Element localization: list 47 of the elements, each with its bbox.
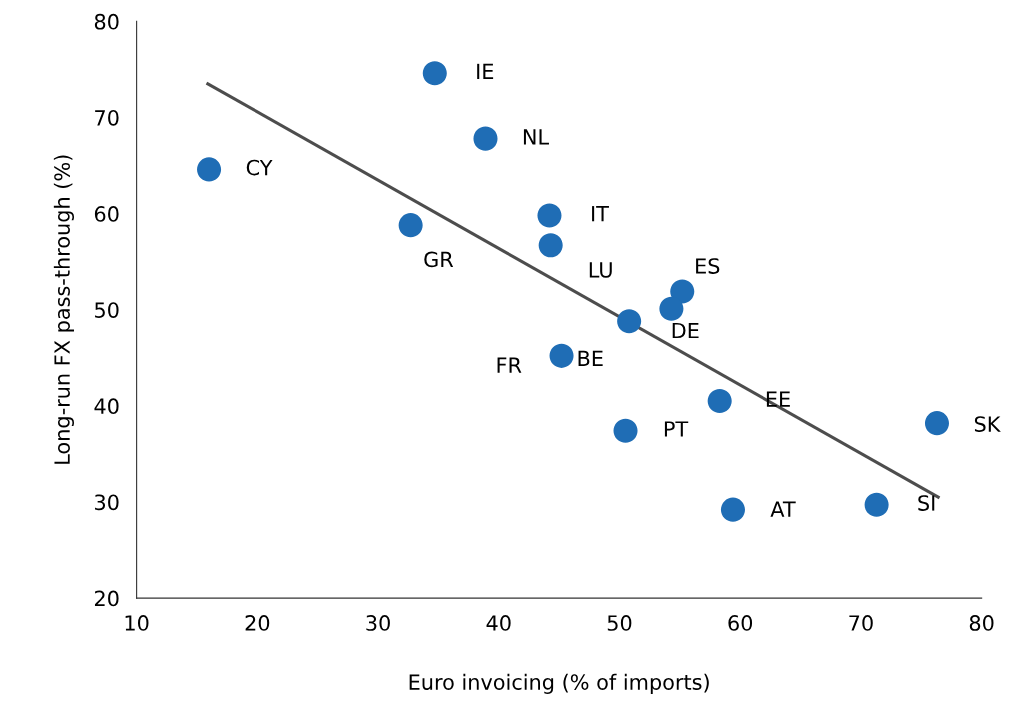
point — [613, 418, 638, 443]
point — [422, 61, 447, 86]
annotation: IE — [477, 63, 494, 80]
point — [538, 233, 563, 258]
annotation: FR — [497, 357, 522, 373]
point — [473, 126, 498, 151]
x-tick-label: 10 — [125, 615, 149, 631]
point — [864, 492, 889, 517]
y-tick-label: 20 — [94, 590, 119, 607]
point — [398, 213, 423, 238]
y-tick-label: 70 — [95, 109, 119, 126]
point — [197, 157, 222, 182]
annotation: CY — [246, 159, 273, 176]
annotation: SK — [974, 416, 1001, 432]
point — [670, 279, 695, 304]
y-tick-label: 60 — [94, 206, 119, 222]
annotation: DE — [672, 322, 699, 339]
annotation: PT — [664, 421, 689, 437]
x-tick-label: 60 — [728, 615, 753, 631]
y-tick-label: 50 — [95, 302, 119, 318]
annotation: NL — [523, 129, 549, 145]
x-tick-label: 70 — [849, 615, 873, 631]
x-axis-title: Euro invoicing (% of imports) — [409, 673, 709, 694]
point — [549, 343, 574, 368]
point — [537, 203, 562, 228]
annotation: AT — [770, 501, 796, 517]
point — [707, 389, 732, 414]
y-tick-label: 80 — [94, 13, 119, 30]
annotation: GR — [424, 251, 454, 268]
x-tick-label: 20 — [245, 615, 270, 631]
point — [720, 497, 745, 522]
annotation: SI — [918, 495, 935, 511]
x-tick-label: 80 — [969, 615, 994, 631]
x-tick-label: 30 — [366, 615, 390, 631]
y-tick-label: 40 — [94, 398, 119, 415]
annotation: IT — [592, 206, 609, 222]
point — [617, 309, 642, 334]
point — [659, 296, 684, 321]
annotation: BE — [578, 350, 603, 366]
annotation: EE — [766, 391, 790, 407]
x-tick-label: 50 — [607, 615, 632, 631]
x-tick-label: 40 — [486, 615, 511, 631]
annotation: LU — [589, 262, 612, 278]
y-tick-label: 30 — [95, 494, 119, 511]
point — [924, 411, 949, 436]
annotation: ES — [696, 258, 720, 274]
y-axis-title: Long-run FX pass-through (%) — [53, 155, 74, 464]
